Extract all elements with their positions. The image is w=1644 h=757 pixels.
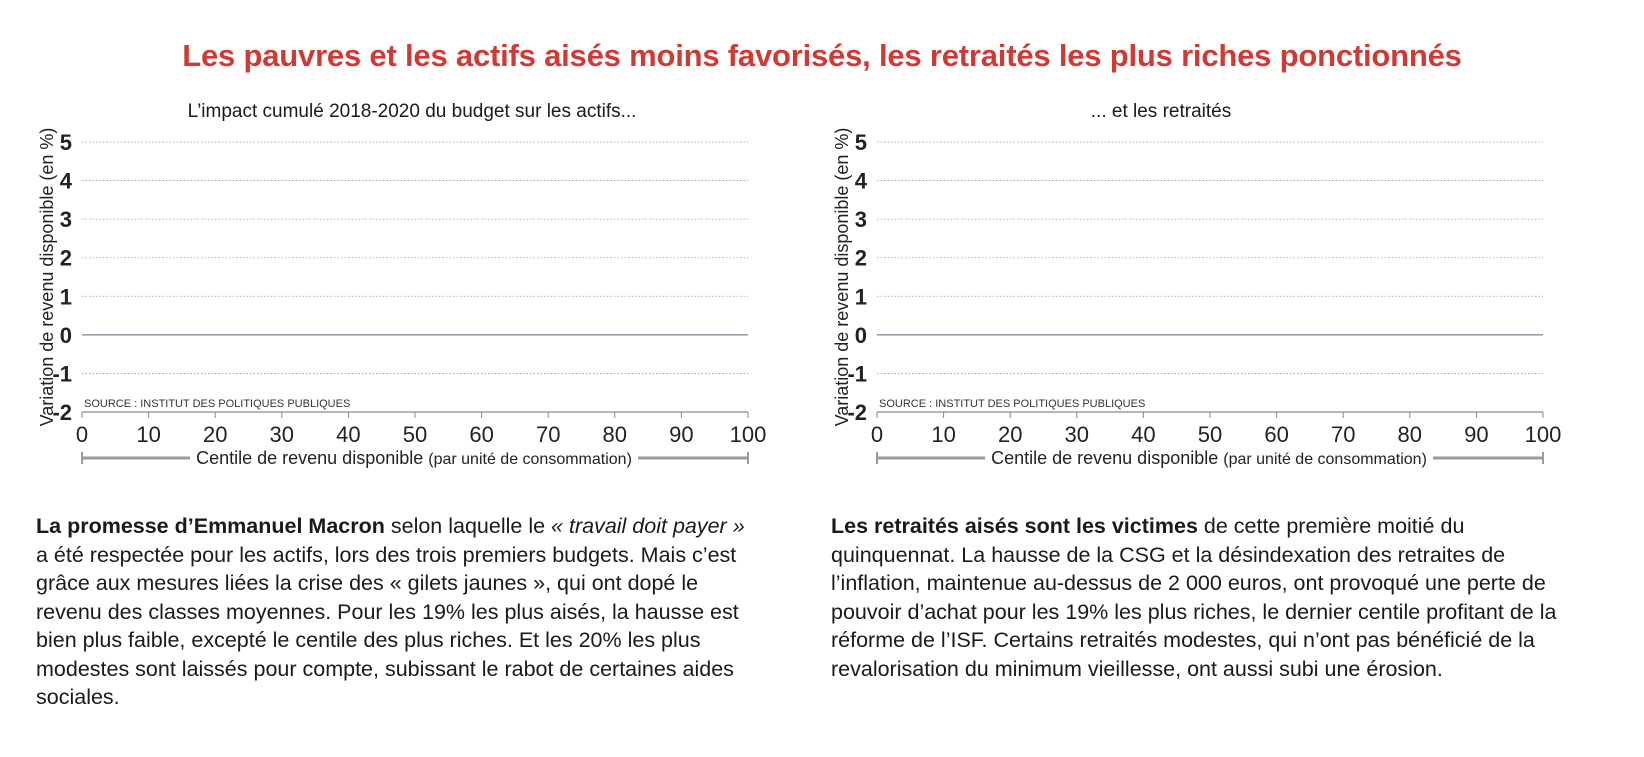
x-tick-label: 10	[136, 422, 160, 447]
source-note: SOURCE : INSTITUT DES POLITIQUES PUBLIQU…	[84, 398, 350, 410]
text-retraites: Les retraités aisés sont les victimes de…	[831, 512, 1571, 683]
x-tick-label: 80	[603, 422, 627, 447]
text-actifs-part1: selon laquelle le	[384, 514, 552, 538]
x-axis-label: Centile de revenu disponible (par unité …	[196, 448, 632, 468]
y-tick-label: 3	[60, 207, 72, 232]
x-axis-label: Centile de revenu disponible (par unité …	[991, 448, 1427, 468]
chart-retraites: ... et les retraités Variation de revenu …	[832, 101, 1562, 468]
y-tick-label: -1	[52, 361, 72, 386]
y-tick-label: 1	[60, 284, 72, 309]
y-tick-label: 3	[855, 207, 867, 232]
x-axis-label-main: Centile de revenu disponible	[991, 448, 1223, 468]
x-tick-label: 20	[203, 422, 227, 447]
chart-title: ... et les retraités	[1091, 101, 1231, 122]
y-axis-label: Variation de revenu disponible (en %)	[832, 128, 852, 427]
y-tick-label: 2	[855, 246, 867, 271]
x-tick-label: 100	[1525, 422, 1562, 447]
y-tick-label: 2	[60, 246, 72, 271]
x-tick-label: 60	[1264, 422, 1288, 447]
x-tick-label: 20	[998, 422, 1022, 447]
x-tick-label: 70	[536, 422, 560, 447]
x-tick-label: 40	[1131, 422, 1155, 447]
x-axis-label-main: Centile de revenu disponible	[196, 448, 428, 468]
y-tick-label: -1	[847, 361, 867, 386]
x-tick-label: 50	[403, 422, 427, 447]
source-note: SOURCE : INSTITUT DES POLITIQUES PUBLIQU…	[879, 398, 1145, 410]
y-tick-label: -2	[52, 400, 72, 425]
text-actifs-part2: a été respectée pour les actifs, lors de…	[36, 542, 739, 710]
x-tick-label: 90	[669, 422, 693, 447]
x-tick-label: 40	[336, 422, 360, 447]
x-axis-label-note: (par unité de consommation)	[1223, 451, 1427, 468]
y-tick-label: 4	[60, 169, 73, 194]
y-tick-label: 5	[855, 130, 867, 155]
x-tick-label: 30	[270, 422, 294, 447]
x-tick-label: 30	[1065, 422, 1089, 447]
x-tick-label: 70	[1331, 422, 1355, 447]
y-axis-label: Variation de revenu disponible (en %)	[37, 128, 57, 427]
x-tick-label: 50	[1198, 422, 1222, 447]
y-tick-label: -2	[847, 400, 867, 425]
x-tick-label: 0	[871, 422, 883, 447]
x-tick-label: 10	[931, 422, 955, 447]
headline: Les pauvres et les actifs aisés moins fa…	[182, 38, 1462, 73]
y-tick-label: 0	[855, 323, 867, 348]
y-tick-label: 1	[855, 284, 867, 309]
text-retraites-lead: Les retraités aisés sont les victimes	[831, 514, 1198, 538]
text-retraites-rest: de cette première moitié du quinquennat.…	[831, 514, 1557, 681]
y-tick-label: 4	[855, 169, 868, 194]
text-actifs-quote: « travail doit payer »	[551, 514, 745, 538]
x-tick-label: 80	[1398, 422, 1422, 447]
x-tick-label: 0	[76, 422, 88, 447]
y-tick-label: 0	[60, 323, 72, 348]
text-actifs-lead: La promesse d’Emmanuel Macron	[36, 514, 385, 538]
text-actifs: La promesse d’Emmanuel Macron selon laqu…	[36, 512, 756, 712]
x-tick-label: 100	[730, 422, 767, 447]
chart-actifs: L’impact cumulé 2018-2020 du budget sur …	[37, 101, 767, 468]
y-tick-label: 5	[60, 130, 72, 155]
chart-title: L’impact cumulé 2018-2020 du budget sur …	[188, 101, 637, 122]
x-tick-label: 60	[469, 422, 493, 447]
x-tick-label: 90	[1464, 422, 1488, 447]
x-axis-label-note: (par unité de consommation)	[428, 451, 632, 468]
